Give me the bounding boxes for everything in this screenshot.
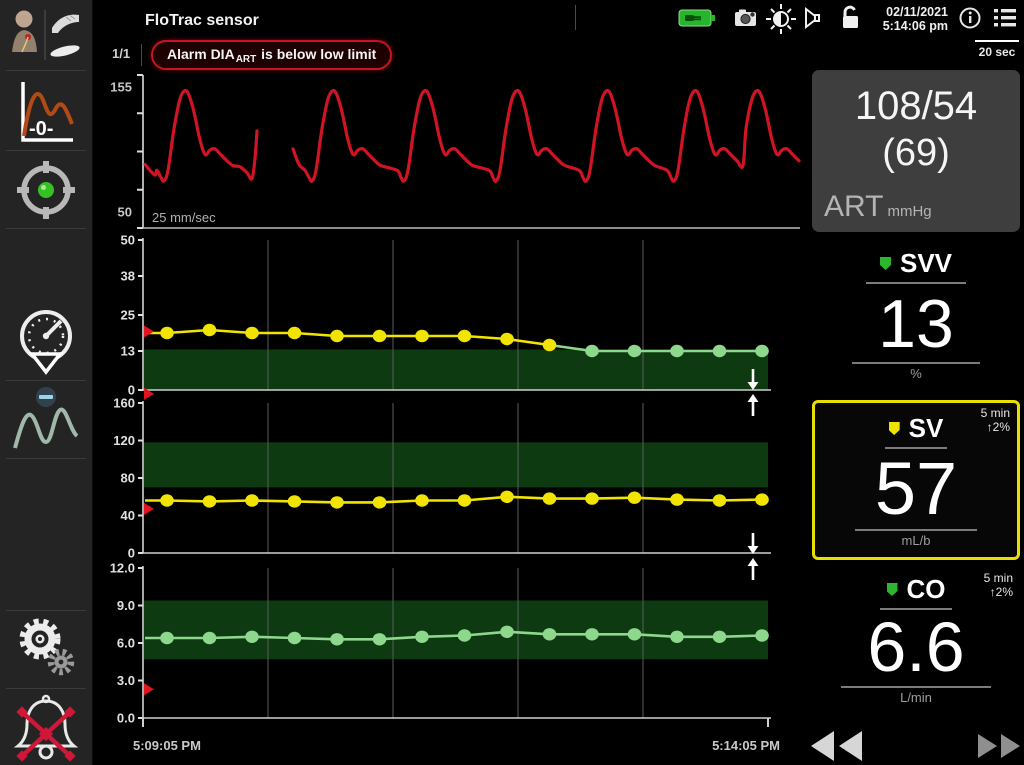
svg-text:50: 50: [118, 205, 132, 220]
zero-sensor-button[interactable]: -0-: [0, 76, 92, 148]
art-label: ART mmHg: [824, 190, 932, 223]
timeline-end: 5:14:05 PM: [712, 738, 780, 753]
sv-value: 57: [874, 447, 958, 530]
svg-text:40: 40: [121, 508, 135, 523]
alarm-bell-crossed-icon: [13, 694, 79, 762]
alarm-text: Alarm DIAART is below low limit: [167, 45, 377, 65]
art-pressure-tile[interactable]: 108/54 (69) ART mmHg: [812, 70, 1020, 232]
svg-text:25: 25: [121, 308, 135, 323]
svg-text:3.0: 3.0: [117, 673, 135, 688]
settings-button[interactable]: [0, 612, 92, 686]
art-mean-value: (69): [882, 132, 950, 174]
trend-waveform-icon: [13, 387, 79, 449]
alarm-silence-button[interactable]: [0, 692, 92, 764]
svg-text:9.0: 9.0: [117, 598, 135, 613]
datetime-display: 02/11/2021 5:14:06 pm: [883, 5, 948, 34]
co-tile[interactable]: 5 min ↑2% CO 6.6 L/min: [812, 568, 1020, 714]
page-title: FloTrac sensor: [145, 12, 259, 29]
sv-trend-chart: 160 120 80 40 0: [113, 396, 771, 561]
svv-unit: %: [910, 366, 922, 382]
svg-text:155: 155: [110, 80, 132, 95]
target-icon: [17, 161, 75, 219]
gears-icon: [19, 618, 75, 676]
co-trend-note: 5 min ↑2%: [983, 571, 1013, 600]
svg-text:38: 38: [121, 269, 135, 284]
fast-forward-button[interactable]: [976, 733, 1024, 764]
trend-screen-button[interactable]: [0, 384, 92, 456]
svg-text:80: 80: [121, 471, 135, 486]
timeline-start: 5:09:05 PM: [133, 738, 201, 753]
patient-position-icon: [12, 10, 80, 60]
sv-unit: mL/b: [901, 533, 931, 549]
svv-tile[interactable]: SVV 13 %: [812, 248, 1020, 381]
svg-text:120: 120: [113, 433, 135, 448]
svg-text:6.0: 6.0: [117, 636, 135, 651]
svv-label: SVV: [899, 248, 953, 278]
info-icon[interactable]: [958, 6, 982, 30]
snapshot-camera-icon[interactable]: [733, 8, 759, 28]
co-header: CO: [812, 574, 1020, 605]
patient-position-button[interactable]: [0, 4, 92, 66]
svg-text:0: 0: [128, 383, 135, 398]
scale-adjust-arrows[interactable]: [747, 533, 759, 580]
sv-tile-selected[interactable]: 5 min ↑2% SV 57 mL/b: [812, 400, 1020, 560]
topbar-divider: [575, 5, 576, 30]
svg-text:0: 0: [128, 546, 135, 561]
lock-open-icon[interactable]: [838, 5, 862, 31]
sweep-window-label[interactable]: 20 sec: [975, 40, 1019, 59]
co-unit: L/min: [900, 690, 932, 706]
alarm-banner[interactable]: Alarm DIAART is below low limit: [151, 40, 393, 70]
svg-text:13: 13: [121, 344, 135, 359]
svg-text:50: 50: [121, 233, 135, 248]
fast-forward-icon: [978, 734, 1020, 758]
art-waveform-chart: 155 50: [110, 74, 801, 229]
battery-icon: [678, 8, 716, 28]
svg-text:160: 160: [113, 396, 135, 411]
svg-text:0.0: 0.0: [117, 711, 135, 726]
speaker-icon[interactable]: [804, 7, 826, 29]
sv-trend-note: 5 min ↑2%: [980, 406, 1010, 435]
co-label: CO: [906, 574, 946, 604]
date-text: 02/11/2021: [886, 5, 948, 19]
gauge-icon: [20, 310, 72, 375]
scale-adjust-arrows[interactable]: [747, 369, 759, 416]
svv-header: SVV: [812, 248, 1020, 279]
svv-status-badge: [879, 257, 891, 270]
svg-text:12.0: 12.0: [110, 561, 135, 576]
sv-label: SV: [908, 413, 944, 443]
svv-value: 13: [878, 286, 954, 362]
zero-waveform-icon: -0-: [21, 82, 74, 142]
sv-header: SV: [815, 413, 1017, 444]
sidebar: -0-: [0, 0, 93, 765]
hemodynamic-target-button[interactable]: [0, 154, 92, 226]
svv-trend-chart: 50 38 25 13 0: [121, 233, 771, 400]
art-value: 108/54: [854, 84, 978, 128]
co-value: 6.6: [867, 608, 965, 686]
rewind-button[interactable]: [806, 730, 868, 765]
co-trend-chart: 12.0 9.0 6.0 3.0 0.0: [110, 561, 771, 726]
alarm-page-indicator: 1/1: [112, 46, 131, 61]
sv-status-badge: [888, 422, 900, 435]
sweep-speed-label: 25 mm/sec: [152, 210, 216, 225]
art-unit: mmHg: [887, 203, 932, 220]
co-status-badge: [886, 583, 898, 596]
alarm-divider: [141, 44, 142, 66]
rewind-icon: [811, 731, 862, 761]
brightness-icon[interactable]: [765, 3, 797, 35]
menu-list-icon[interactable]: [992, 6, 1018, 30]
gauge-screen-button[interactable]: [0, 306, 92, 378]
time-text: 5:14:06 pm: [882, 19, 948, 34]
svg-text:-0-: -0-: [29, 118, 53, 140]
